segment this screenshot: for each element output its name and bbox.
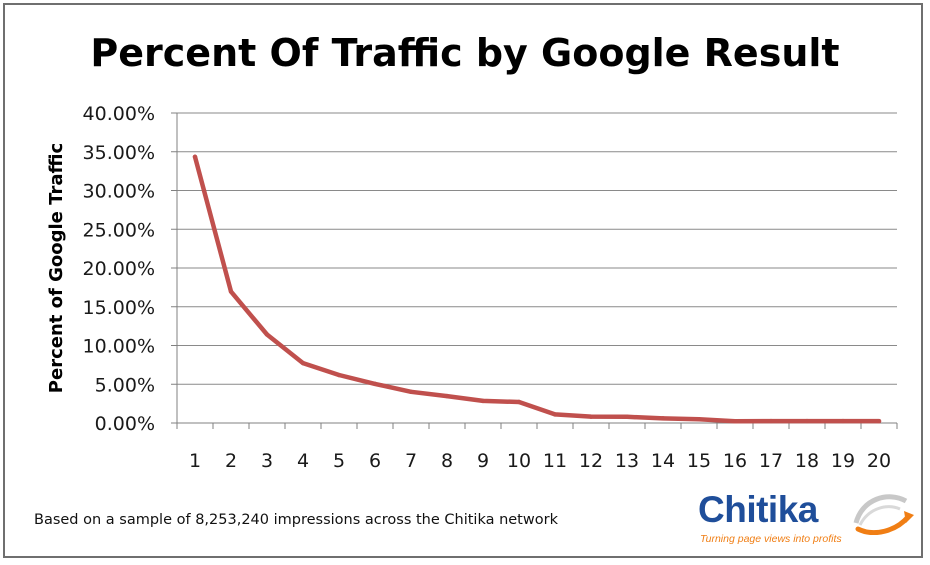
- data-point: [840, 418, 846, 424]
- x-tick-label: 16: [723, 450, 747, 472]
- data-point: [300, 360, 306, 366]
- y-tick-label: 10.00%: [83, 336, 155, 358]
- data-point: [660, 416, 666, 421]
- y-tick-label: 20.00%: [83, 258, 155, 280]
- data-point: [408, 389, 414, 395]
- x-tick-label: 11: [543, 450, 567, 472]
- y-tick-label: 30.00%: [83, 181, 155, 203]
- x-tick-label: 17: [759, 450, 783, 472]
- x-tick-label: 18: [795, 450, 819, 472]
- x-tick-label: 15: [687, 450, 711, 472]
- data-point: [228, 289, 234, 294]
- x-tick-label: 12: [579, 450, 603, 472]
- chitika-logo: Chitika Turning page views into profits: [698, 487, 918, 551]
- chart-title: Percent Of Traffic by Google Result: [90, 31, 839, 75]
- x-tick-label: 6: [369, 450, 381, 472]
- x-tick-label: 2: [225, 450, 237, 472]
- data-point: [804, 418, 810, 424]
- y-tick-label: 15.00%: [83, 297, 155, 319]
- x-tick-label: 3: [261, 450, 273, 472]
- data-point: [264, 332, 270, 337]
- data-point: [516, 399, 522, 405]
- series-line: [192, 154, 882, 424]
- chart-frame: [3, 3, 923, 558]
- data-point: [768, 418, 774, 424]
- data-point: [696, 417, 702, 422]
- x-tick-label: 4: [297, 450, 309, 472]
- x-tick-label: 13: [615, 450, 639, 472]
- x-tick-label: 7: [405, 450, 417, 472]
- data-point: [552, 412, 558, 417]
- x-tick-label: 19: [831, 450, 855, 472]
- x-tick-label: 10: [507, 450, 531, 472]
- y-tick-label: 25.00%: [83, 219, 155, 241]
- logo-name: Chitika: [698, 489, 818, 530]
- data-point: [444, 393, 450, 399]
- footnote: Based on a sample of 8,253,240 impressio…: [34, 512, 558, 528]
- y-axis-label: Percent of Google Traffic: [46, 143, 67, 393]
- data-point: [876, 418, 882, 424]
- logo-tagline: Turning page views into profits: [700, 533, 842, 545]
- x-tick-label: 8: [441, 450, 453, 472]
- y-tick-label: 5.00%: [95, 374, 155, 396]
- data-point: [192, 154, 198, 159]
- data-point: [336, 372, 342, 378]
- swoosh-globe-icon: [853, 494, 914, 535]
- data-point: [480, 398, 486, 404]
- data-point: [624, 414, 630, 419]
- x-tick-label: 20: [867, 450, 891, 472]
- y-tick-label: 40.00%: [83, 103, 155, 125]
- x-tick-label: 1: [189, 450, 201, 472]
- x-tick-label: 9: [477, 450, 489, 472]
- data-point: [372, 381, 378, 387]
- data-point: [588, 414, 594, 419]
- x-tick-label: 14: [651, 450, 675, 472]
- x-tick-label: 5: [333, 450, 345, 472]
- y-tick-label: 0.00%: [95, 413, 155, 435]
- data-point: [732, 419, 738, 424]
- y-tick-label: 35.00%: [83, 142, 155, 164]
